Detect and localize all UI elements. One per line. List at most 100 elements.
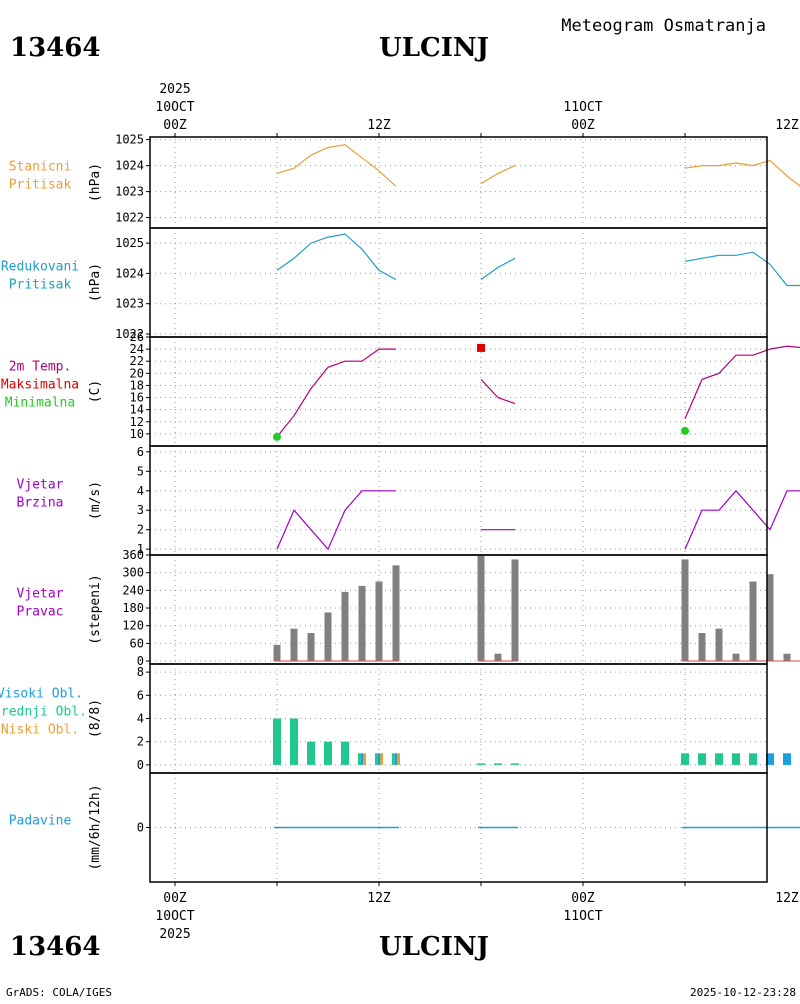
cloud-bar	[511, 763, 519, 765]
reduced_pressure-line	[480, 257, 516, 280]
cloud-bar	[698, 753, 706, 765]
panel-clouds: 0 2 4 6 8 Visoki Obl. Srednji Obl. Niski Obl. (8…	[0, 663, 791, 774]
y-tick-label: 26	[130, 330, 144, 344]
cloud-bar	[363, 753, 366, 765]
y-tick-label: 120	[122, 619, 144, 633]
panel-label: Pritisak	[9, 278, 72, 293]
wind_speed-line	[276, 490, 396, 551]
wind_speed-line	[684, 489, 800, 550]
wind-dir-bar	[273, 644, 281, 662]
panel-reduced_pressure: 1022 1023 1024 1025 Redukovani Pritisak (hPa)	[1, 227, 800, 341]
y-tick-label: 1024	[115, 159, 144, 173]
panel-label: Vjetar	[17, 587, 64, 602]
panel-label: Minimalna	[5, 396, 75, 411]
y-tick-label: 8	[137, 665, 144, 679]
panel-station_pressure: 1022 1023 1024 1025 Stanicni Pritisak (hPa)	[9, 133, 800, 229]
y-tick-label: 0	[137, 654, 144, 668]
y-tick-label: 300	[122, 566, 144, 580]
station-id-top: 13464	[10, 33, 100, 63]
wind-dir-bar	[698, 633, 706, 662]
tmin-marker	[681, 426, 689, 435]
y-tick-label: 3	[137, 503, 144, 517]
wind-dir-bar	[715, 628, 723, 662]
panel-label: Niski Obl.	[1, 723, 79, 738]
y-tick-label: 18	[130, 378, 144, 392]
cloud-bar	[494, 763, 502, 765]
y-tick-label: 1022	[115, 211, 144, 225]
station_pressure-line	[684, 159, 800, 187]
timestamp-text: 2025-10-12-23:28	[690, 986, 796, 999]
station-name-bottom: ULCINJ	[379, 932, 489, 962]
y-tick-label: 0	[137, 821, 144, 835]
time-label-bottom-hour: 12Z	[367, 891, 391, 906]
y-tick-label: 360	[122, 548, 144, 562]
panel-wind_speed: 1 2 3 4 5 6 Vjetar Brzina (m/s)	[17, 445, 800, 556]
y-tick-label: 10	[130, 427, 144, 441]
time-label-bottom-date: 11OCT	[563, 909, 602, 924]
station_pressure-line	[276, 144, 397, 187]
cloud-bar	[766, 753, 774, 765]
y-axis-label: (hPa)	[88, 163, 103, 202]
y-tick-label: 240	[122, 583, 144, 597]
time-label-bottom-hour: 00Z	[163, 891, 187, 906]
panel-precipitation: 0 Padavine (mm/6h/12h)	[9, 772, 800, 883]
temperature-line	[684, 345, 800, 420]
time-label-bottom-date: 10OCT	[155, 909, 194, 924]
cloud-bar	[681, 753, 689, 765]
y-axis-label: (m/s)	[88, 481, 103, 520]
y-tick-label: 6	[137, 688, 144, 702]
cloud-bar	[715, 753, 723, 765]
temperature-line	[480, 378, 516, 405]
cloud-bar	[477, 763, 485, 765]
panel-label: Vjetar	[17, 478, 64, 493]
y-tick-label: 2	[137, 523, 144, 537]
y-axis-label: (hPa)	[88, 263, 103, 302]
y-tick-label: 60	[130, 636, 144, 650]
wind-dir-bar	[358, 585, 366, 662]
time-label-top-year: 2025	[159, 82, 190, 97]
cloud-bar	[397, 753, 400, 765]
y-tick-label: 20	[130, 366, 144, 380]
wind-dir-bar	[477, 555, 485, 662]
y-axis-label: (8/8)	[88, 699, 103, 738]
panel-frame	[149, 554, 768, 665]
y-axis-label: (stepeni)	[88, 574, 103, 644]
panel-frame	[149, 136, 768, 229]
y-tick-label: 2	[137, 735, 144, 749]
y-tick-label: 1025	[115, 133, 144, 147]
time-label-top-hour: 12Z	[775, 118, 799, 133]
panel-frame	[149, 663, 768, 774]
wind-dir-bar	[375, 581, 383, 662]
wind-dir-bar	[681, 559, 689, 662]
cloud-bar	[273, 718, 281, 765]
cloud-bar	[324, 741, 332, 765]
time-label-top-date: 11OCT	[563, 100, 602, 115]
panel-frame	[149, 227, 768, 338]
station_pressure-line	[480, 165, 516, 185]
time-label-top-date: 10OCT	[155, 100, 194, 115]
tmin-marker	[273, 432, 281, 441]
reduced_pressure-line	[276, 233, 397, 281]
time-axis: 00Z10OCT202512Z00Z11OCT12Z00Z12OCT12Z00Z…	[155, 82, 799, 942]
wind-dir-bar	[392, 565, 400, 662]
y-tick-label: 1	[137, 542, 144, 556]
wind-dir-bar	[290, 628, 298, 662]
y-axis-label: (C)	[88, 380, 103, 403]
cloud-bar	[358, 753, 361, 765]
panel-label: Maksimalna	[1, 378, 79, 393]
wind-dir-bar	[494, 653, 502, 662]
y-tick-label: 4	[137, 484, 144, 498]
panel-frame	[149, 445, 768, 556]
y-tick-label: 180	[122, 601, 144, 615]
panel-label: Stanicni	[9, 160, 72, 175]
y-tick-label: 12	[130, 415, 144, 429]
cloud-bar	[783, 753, 791, 765]
panel-label: Padavine	[9, 814, 72, 829]
panel-label: 2m Temp.	[9, 360, 72, 375]
y-tick-label: 16	[130, 391, 144, 405]
panel-label: Pritisak	[9, 178, 72, 193]
